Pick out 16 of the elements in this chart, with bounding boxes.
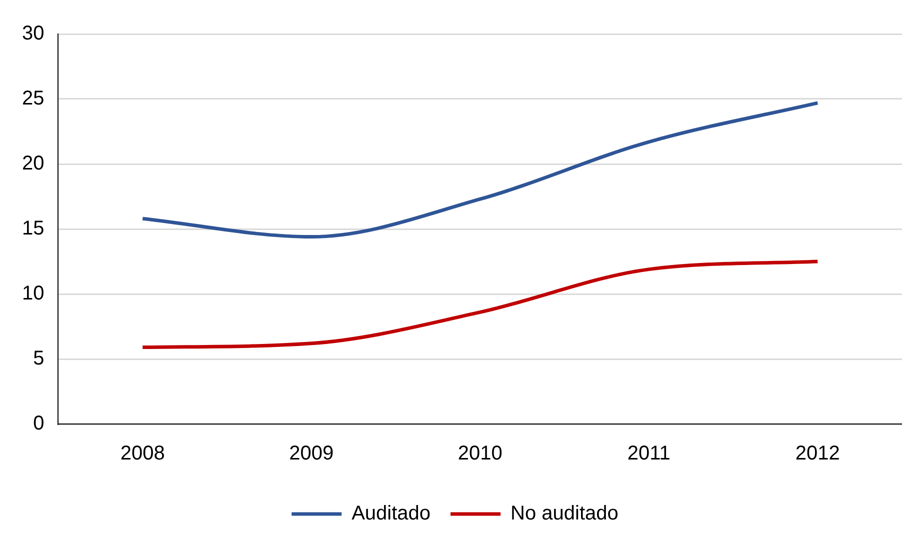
y-tick-label: 20: [22, 152, 44, 175]
y-tick-label: 25: [22, 88, 44, 110]
x-tick-label: 2008: [120, 442, 165, 465]
y-tick-label: 10: [22, 282, 44, 305]
x-tick-label: 2011: [627, 442, 670, 465]
x-tick-label: 2009: [289, 442, 334, 465]
y-tick-label: 5: [33, 348, 44, 370]
y-tick-label: 30: [22, 22, 44, 45]
line-series: [140, 101, 820, 239]
x-tick-label: 2010: [458, 442, 502, 465]
legend-label: Auditado: [352, 502, 431, 525]
y-tick-label: 15: [22, 218, 44, 240]
legend-label: No auditado: [510, 502, 618, 525]
line-series: [140, 260, 820, 350]
x-tick-label: 2012: [795, 442, 840, 465]
y-tick-label: 0: [33, 412, 44, 435]
